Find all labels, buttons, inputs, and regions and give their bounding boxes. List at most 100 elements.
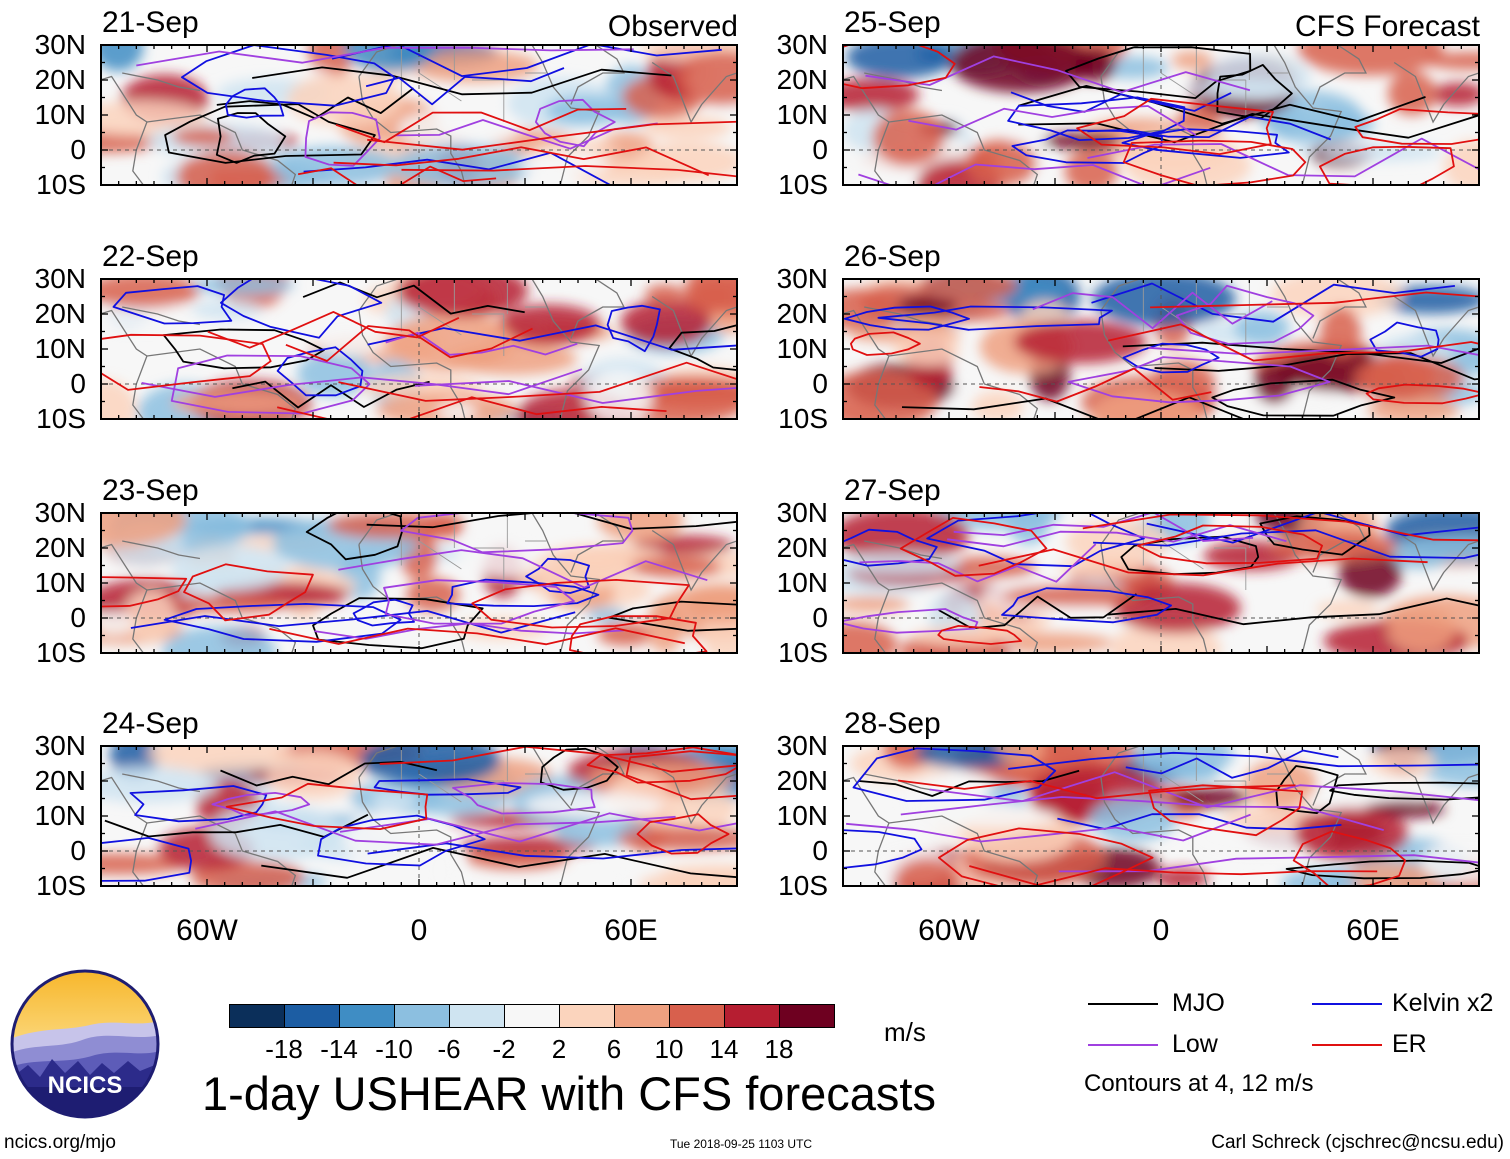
er-contour xyxy=(1148,784,1304,837)
er-contour xyxy=(401,165,737,178)
lat-tick-label: 10N xyxy=(776,567,828,598)
lon-label-60e-left: 60E xyxy=(604,914,658,947)
shading-blob xyxy=(190,300,262,320)
er-contour xyxy=(1319,145,1455,185)
colorbar-swatch xyxy=(449,1004,505,1028)
lat-tick-label: 30N xyxy=(34,730,86,761)
coastline xyxy=(888,114,1039,185)
low-contour xyxy=(1032,291,1273,330)
low-contour xyxy=(843,608,979,634)
coastline xyxy=(146,114,297,185)
low-contour xyxy=(452,782,596,815)
er-contour xyxy=(367,120,737,151)
coastline xyxy=(122,540,201,560)
shading-blob xyxy=(676,50,737,106)
shading-blob xyxy=(665,868,737,886)
colorbar-units: m/s xyxy=(884,1017,926,1047)
er-contour xyxy=(850,331,921,356)
kelvin-contour xyxy=(163,603,402,643)
lon-label-60e-right: 60E xyxy=(1346,914,1400,947)
kelvin-contour xyxy=(276,346,364,397)
kelvin-contour xyxy=(129,785,268,823)
footer-url[interactable]: ncics.org/mjo xyxy=(4,1132,116,1153)
low-contour xyxy=(1175,284,1315,345)
coastline xyxy=(1273,513,1343,653)
legend-line-kelvin xyxy=(1312,1003,1382,1005)
shading-blob xyxy=(1064,149,1118,185)
shading-blob xyxy=(1294,807,1409,861)
shading-blob xyxy=(497,304,602,346)
kelvin-contour xyxy=(1125,749,1339,779)
mjo-contour xyxy=(858,769,1080,797)
kelvin-contour xyxy=(130,610,576,634)
lat-tick-label: 20N xyxy=(776,765,828,796)
shading-blob xyxy=(148,746,292,775)
shading-blob xyxy=(616,826,737,851)
coastline xyxy=(1273,45,1343,185)
coastline xyxy=(101,309,148,419)
lat-tick-label: 30N xyxy=(34,29,86,60)
mjo-contour xyxy=(312,597,484,650)
lat-tick-label: 30N xyxy=(34,263,86,294)
mjo-contour xyxy=(366,513,737,530)
legend-line-er xyxy=(1312,1044,1382,1046)
lat-tick-label: 10S xyxy=(36,403,86,434)
er-contour xyxy=(297,165,497,185)
coastline xyxy=(101,543,148,653)
lat-tick-label: 30N xyxy=(776,497,828,528)
shading-blob xyxy=(1387,71,1437,116)
shading-blob xyxy=(371,789,418,812)
shading-blob xyxy=(846,45,954,79)
lat-tick-label: 10S xyxy=(778,403,828,434)
shear-map-panel xyxy=(842,278,1480,420)
coastline xyxy=(101,776,148,886)
kelvin-contour xyxy=(606,304,661,353)
low-contour xyxy=(1087,137,1479,178)
er-contour xyxy=(586,746,737,784)
er-contour xyxy=(937,625,1022,645)
mjo-contour xyxy=(305,513,403,561)
colorbar-swatch xyxy=(504,1004,560,1028)
shading-blob xyxy=(843,621,898,653)
coastline xyxy=(358,279,399,311)
lat-tick-label: 0 xyxy=(812,835,828,866)
low-contour xyxy=(339,812,737,843)
colorbar-tick-label: 10 xyxy=(654,1034,684,1064)
lat-tick-label: 20N xyxy=(34,298,86,329)
coastline xyxy=(843,776,890,886)
shading-blob xyxy=(317,329,386,357)
shading-blob xyxy=(893,331,960,367)
coastline xyxy=(1100,544,1208,653)
lat-tick-label: 20N xyxy=(34,64,86,95)
er-contour xyxy=(1292,830,1407,886)
shear-map-panel xyxy=(842,745,1480,887)
er-contour xyxy=(183,563,314,622)
mjo-contour xyxy=(261,847,737,879)
shading-blob xyxy=(1431,82,1479,107)
colorbar-tick-label: -10 xyxy=(375,1034,413,1064)
kelvin-contour xyxy=(1008,751,1479,770)
kelvin-contour xyxy=(367,842,737,860)
coastline xyxy=(146,348,297,419)
lat-tick-label: 20N xyxy=(776,64,828,95)
lat-tick-label: 0 xyxy=(812,134,828,165)
lat-tick-label: 10N xyxy=(34,567,86,598)
coastline xyxy=(864,72,943,92)
panel-date-label: 25-Sep xyxy=(844,6,941,39)
coastline xyxy=(570,45,625,105)
mjo-contour xyxy=(1018,85,1426,125)
shading-blob xyxy=(1391,535,1479,563)
shading-blob xyxy=(685,587,737,623)
country-border xyxy=(418,72,462,102)
shading-blob xyxy=(101,513,187,547)
kelvin-contour xyxy=(181,45,396,107)
shading-blob xyxy=(641,115,732,140)
shading-blob xyxy=(843,288,903,331)
lat-tick-label: 30N xyxy=(34,497,86,528)
shading-blob xyxy=(1297,45,1444,76)
mjo-contour xyxy=(1065,46,1252,99)
panel-date-label: 26-Sep xyxy=(844,240,941,273)
shading-blob xyxy=(1424,51,1479,70)
coastline xyxy=(1100,279,1141,311)
er-contour xyxy=(379,746,737,773)
